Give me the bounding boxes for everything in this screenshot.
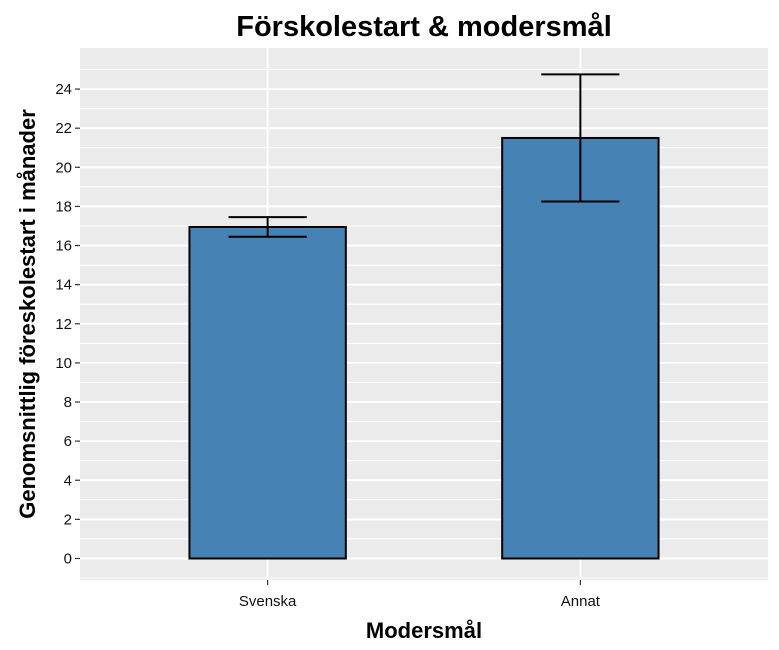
chart-title: Förskolestart & modersmål (236, 11, 612, 43)
y-tick-label: 0 (64, 550, 72, 567)
y-tick-label: 2 (64, 511, 72, 528)
bars (188, 136, 660, 560)
y-tick-label: 8 (64, 394, 72, 411)
y-tick-label: 22 (55, 120, 72, 137)
x-tick-label: Svenska (239, 593, 297, 610)
error-bar-svenska (228, 216, 307, 238)
y-tick-label: 20 (55, 159, 72, 176)
y-tick-label: 10 (55, 355, 72, 372)
y-tick-label: 12 (55, 316, 72, 333)
y-tick-label: 6 (64, 433, 72, 450)
error-bar-annat (541, 73, 620, 203)
y-tick-label: 16 (55, 238, 72, 255)
x-axis-title: Modersmål (366, 618, 482, 643)
bar-annat (501, 136, 660, 560)
y-tick-label: 14 (55, 277, 72, 294)
x-axis: Svenska Annat (239, 580, 601, 610)
x-tick-label: Annat (561, 593, 601, 610)
y-tick-label: 18 (55, 198, 72, 215)
y-tick-label: 24 (55, 81, 72, 98)
error-bars (228, 73, 620, 238)
y-tick-label: 4 (64, 472, 72, 489)
bar-svenska (188, 225, 347, 560)
y-axis-title: Genomsnittlig föreskolestart i månader (15, 109, 40, 519)
